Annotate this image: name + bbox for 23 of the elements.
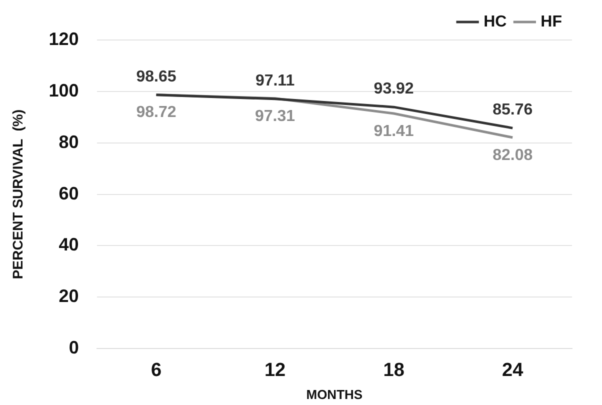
x-tick-label: 24 [502, 360, 524, 382]
x-axis-title: MONTHS [306, 386, 363, 402]
data-label: 98.65 [136, 68, 176, 86]
data-label: 97.11 [255, 72, 295, 90]
data-label: 85.76 [492, 101, 533, 118]
legend-label: HC [484, 13, 508, 30]
data-label: 93.92 [374, 80, 414, 98]
legend-label: HF [540, 13, 562, 30]
y-tick-label: 40 [58, 234, 79, 255]
x-tick-label: 18 [383, 360, 404, 382]
y-tick-label: 20 [58, 286, 79, 306]
data-label: 97.31 [254, 108, 296, 125]
data-label: 91.41 [374, 122, 414, 140]
data-label: 82.08 [492, 146, 533, 164]
y-tick-label: 80 [58, 132, 79, 152]
data-label: 98.72 [136, 104, 176, 122]
x-tick-label: 12 [264, 360, 286, 382]
y-tick-label: 120 [48, 28, 79, 49]
y-tick-label: 0 [68, 338, 79, 358]
x-tick-label: 6 [150, 360, 162, 382]
y-tick-label: 60 [58, 183, 79, 204]
y-axis-title: PERCENT SURVIVAL (%) [9, 110, 26, 280]
y-tick-label: 100 [48, 80, 79, 100]
